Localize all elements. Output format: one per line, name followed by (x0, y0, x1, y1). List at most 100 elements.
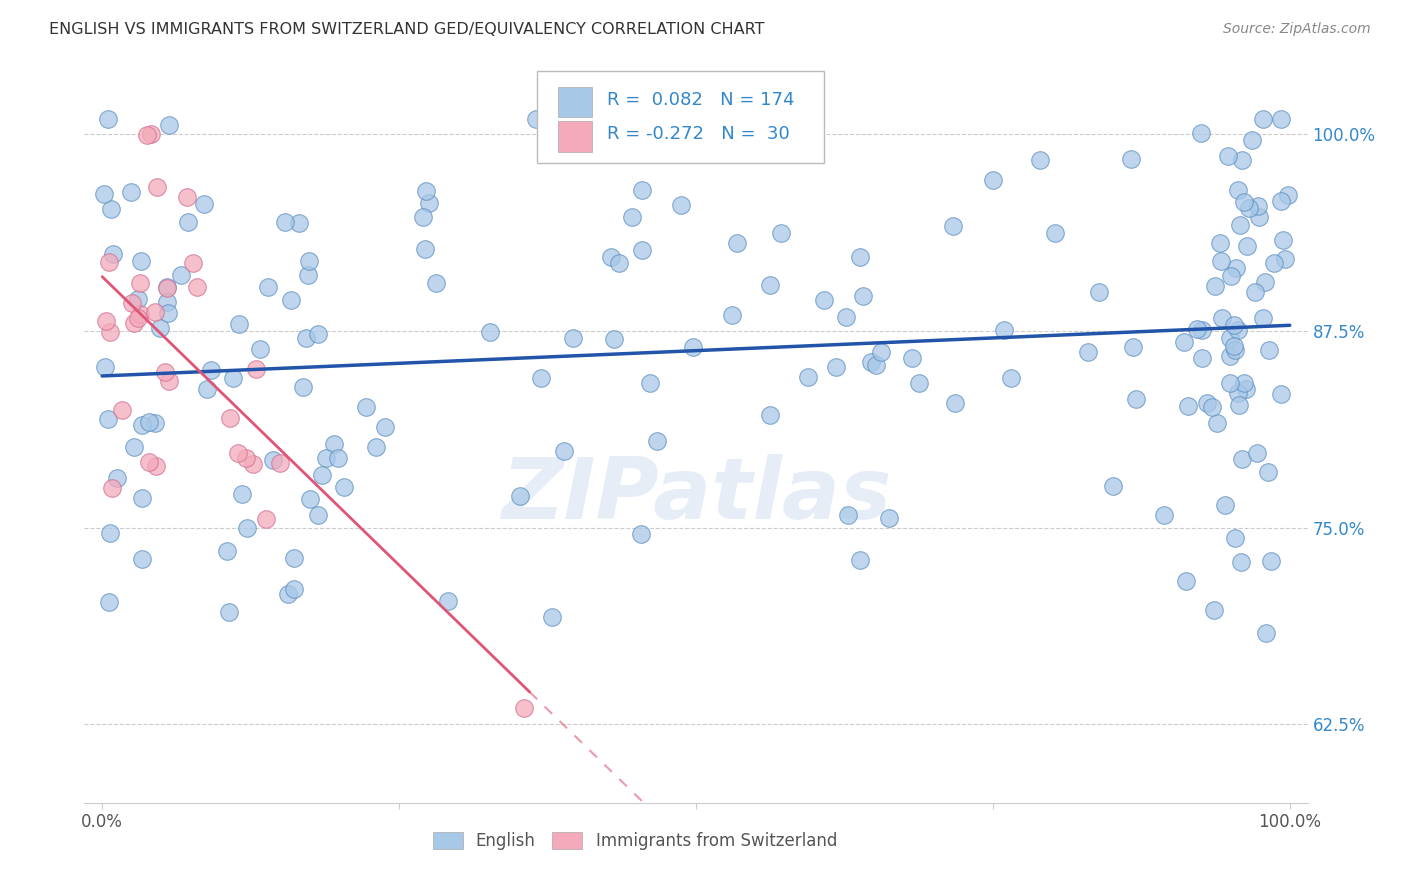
Point (326, 450, 349, 465)
Point (1185, 322, 1208, 336)
Point (354, 401, 377, 415)
Text: ZIPatlas: ZIPatlas (501, 454, 891, 537)
Point (813, 293, 835, 308)
Point (131, 491, 153, 505)
Point (195, 382, 218, 396)
Point (540, 610, 562, 624)
Point (900, 351, 922, 365)
Point (1246, 445, 1268, 459)
Point (101, 481, 124, 495)
Point (1174, 574, 1197, 588)
Point (1254, 275, 1277, 289)
Legend: English, Immigrants from Switzerland: English, Immigrants from Switzerland (426, 825, 844, 856)
Point (1251, 112, 1274, 126)
Point (311, 467, 333, 482)
Point (1211, 311, 1233, 326)
Point (374, 419, 396, 434)
Point (333, 481, 356, 495)
Point (1045, 226, 1067, 240)
Point (100, 202, 122, 217)
Point (145, 180, 167, 194)
Point (479, 326, 502, 340)
Point (129, 254, 152, 268)
Point (415, 243, 437, 257)
Point (1101, 479, 1123, 493)
Point (121, 296, 143, 310)
Point (256, 280, 278, 294)
Point (1227, 398, 1250, 412)
Point (98, 595, 121, 609)
Point (425, 277, 447, 291)
Point (1270, 112, 1292, 126)
Point (131, 551, 153, 566)
Point (294, 331, 316, 345)
Point (297, 268, 319, 282)
Point (1173, 335, 1195, 350)
Bar (558, 121, 592, 152)
Point (1209, 254, 1232, 268)
Point (436, 594, 458, 608)
Point (1277, 188, 1299, 202)
Point (621, 210, 644, 224)
Point (249, 342, 271, 356)
Point (157, 118, 180, 132)
Point (1077, 345, 1099, 359)
Point (769, 226, 792, 240)
Point (1270, 194, 1292, 208)
Point (849, 250, 872, 264)
Point (1234, 382, 1257, 396)
Point (283, 582, 305, 596)
Point (1218, 331, 1240, 345)
Point (98, 255, 121, 269)
Point (97, 112, 120, 126)
Point (200, 362, 222, 376)
Point (1226, 324, 1249, 338)
Point (219, 411, 242, 425)
Point (254, 512, 277, 526)
Point (231, 487, 253, 501)
Point (1197, 396, 1219, 410)
Text: R = -0.272   N =  30: R = -0.272 N = 30 (606, 125, 789, 143)
Point (835, 310, 858, 324)
Point (1263, 255, 1285, 269)
Point (277, 587, 299, 601)
Point (298, 254, 321, 268)
Point (1233, 194, 1256, 209)
Point (218, 605, 240, 619)
Point (859, 354, 882, 368)
Text: R =  0.082   N = 174: R = 0.082 N = 174 (606, 91, 794, 109)
Point (851, 289, 873, 303)
Point (1000, 371, 1022, 385)
Point (645, 434, 668, 448)
Point (725, 236, 748, 251)
Point (157, 306, 180, 320)
Point (148, 321, 170, 335)
Point (908, 376, 931, 390)
Point (280, 293, 302, 308)
Point (288, 216, 311, 230)
Point (837, 508, 859, 523)
Point (1087, 285, 1109, 299)
Point (131, 417, 153, 432)
Point (942, 219, 965, 233)
Point (93, 359, 115, 374)
Point (1125, 392, 1147, 406)
Point (145, 416, 167, 430)
Point (236, 521, 259, 535)
Bar (558, 87, 592, 118)
Point (825, 359, 848, 374)
Point (364, 440, 387, 454)
Point (1225, 260, 1247, 275)
Point (1204, 603, 1226, 617)
Point (599, 251, 621, 265)
Point (226, 446, 249, 460)
Point (120, 185, 142, 199)
Point (1254, 626, 1277, 640)
Point (1227, 183, 1250, 197)
Point (193, 197, 215, 211)
Point (1223, 318, 1246, 333)
Point (1191, 323, 1213, 337)
Point (603, 332, 626, 346)
Point (242, 457, 264, 471)
Point (122, 316, 145, 330)
